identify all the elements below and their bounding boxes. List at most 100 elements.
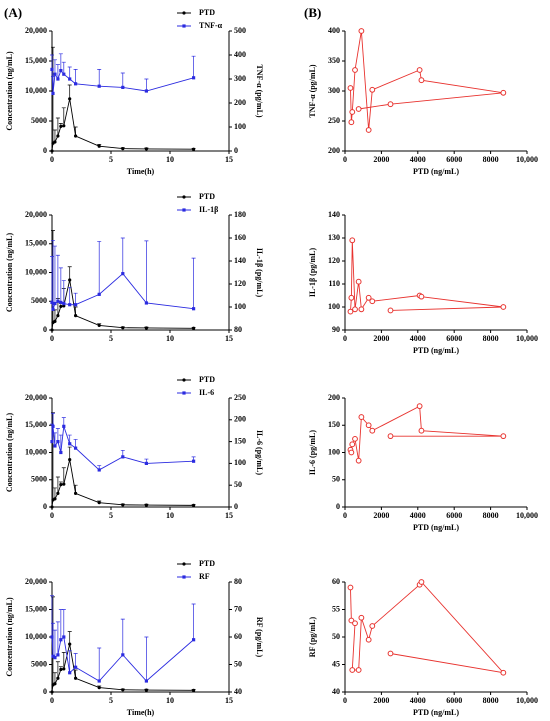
x-tick-label: 0 xyxy=(343,155,347,164)
marker xyxy=(51,654,55,658)
error-bar xyxy=(52,487,57,499)
series-line xyxy=(51,98,194,152)
legend-label: PTD xyxy=(199,192,215,201)
marker xyxy=(144,461,148,465)
x-tick-label: 10,000 xyxy=(516,511,538,520)
marker xyxy=(53,140,57,144)
x-tick-label: 2000 xyxy=(373,334,389,343)
point xyxy=(387,650,394,657)
marker xyxy=(62,124,66,128)
marker xyxy=(53,444,57,448)
marker xyxy=(97,468,101,472)
x-tick-label: 5 xyxy=(109,334,113,343)
point xyxy=(347,584,354,591)
legend-marker xyxy=(182,11,186,15)
point xyxy=(418,293,425,300)
x-tick-label: 10,000 xyxy=(516,334,538,343)
x-tick-label: 10 xyxy=(166,334,174,343)
error-bar xyxy=(120,72,125,88)
error-bar xyxy=(191,603,196,640)
marker xyxy=(144,326,148,330)
error-bar xyxy=(58,609,63,640)
y2-tick-label: 120 xyxy=(234,279,246,288)
legend-label: IL-6 xyxy=(199,388,214,397)
error-bar xyxy=(61,280,66,304)
x-tick-label: 5 xyxy=(109,696,113,705)
y-tick-label: 5000 xyxy=(31,659,47,668)
y2-tick-label: 0 xyxy=(234,146,238,155)
marker xyxy=(192,147,196,151)
marker xyxy=(62,72,66,76)
error-bar xyxy=(120,237,125,274)
y-axis-title: Concentration (ng/mL) xyxy=(5,51,14,131)
point xyxy=(348,449,355,456)
marker xyxy=(97,501,101,505)
series-line xyxy=(51,426,194,471)
y-tick-label: 0 xyxy=(43,502,47,511)
marker xyxy=(62,667,66,671)
marker xyxy=(121,455,125,459)
y-axis-title: Concentration (ng/mL) xyxy=(5,597,14,677)
legend-marker xyxy=(182,391,186,395)
legend-marker xyxy=(182,208,186,212)
point xyxy=(347,308,354,315)
marker xyxy=(97,686,101,690)
axis-line xyxy=(51,31,230,152)
point xyxy=(355,278,362,285)
y-tick-label: 350 xyxy=(328,56,340,65)
x-axis-title: Time(h) xyxy=(127,167,155,176)
legend-marker xyxy=(182,378,186,382)
error-bar xyxy=(61,107,66,126)
error-bar xyxy=(52,629,57,658)
y-tick-label: 20,000 xyxy=(25,577,47,586)
y-tick-label: 5000 xyxy=(31,296,47,305)
y-tick-label: 45 xyxy=(332,659,340,668)
y2-tick-label: 60 xyxy=(234,632,242,641)
x-tick-label: 4000 xyxy=(410,334,426,343)
marker xyxy=(53,656,57,660)
y-tick-label: 250 xyxy=(328,116,340,125)
marker xyxy=(192,503,196,507)
marker xyxy=(121,147,125,151)
point xyxy=(416,403,423,410)
y-tick-label: 15,000 xyxy=(25,420,47,429)
y-tick-label: 60 xyxy=(332,577,340,586)
point xyxy=(387,101,394,108)
point xyxy=(348,294,355,301)
marker xyxy=(59,638,63,642)
x-tick-label: 0 xyxy=(343,511,347,520)
marker xyxy=(53,319,57,323)
marker xyxy=(74,676,78,680)
error-bar xyxy=(67,631,72,645)
y-tick-label: 20,000 xyxy=(25,210,47,219)
x-tick-label: 6000 xyxy=(446,511,462,520)
marker xyxy=(74,491,78,495)
error-bar xyxy=(97,647,102,681)
y-axis-title: TNF-α (pg/mL) xyxy=(308,64,317,117)
error-bar xyxy=(50,239,55,310)
error-bar xyxy=(50,595,54,637)
y2-tick-label: 100 xyxy=(234,302,246,311)
point xyxy=(355,106,362,112)
x-axis-title: PTD (ng/mL) xyxy=(413,346,459,355)
marker xyxy=(68,77,72,81)
y-axis-title: IL-1β (pg/mL) xyxy=(308,248,317,298)
error-bar xyxy=(52,129,57,142)
marker xyxy=(50,67,54,71)
error-bar xyxy=(50,412,55,427)
y-tick-label: 5000 xyxy=(31,116,47,125)
point xyxy=(418,427,425,434)
x-tick-label: 10,000 xyxy=(516,696,538,705)
x-tick-label: 15 xyxy=(225,334,233,343)
connecting-line xyxy=(350,30,504,131)
marker xyxy=(97,323,101,327)
x-tick-label: 4000 xyxy=(410,696,426,705)
x-tick-label: 8000 xyxy=(483,334,499,343)
y-tick-label: 150 xyxy=(328,420,340,429)
point xyxy=(369,623,376,629)
marker xyxy=(74,446,78,450)
error-bar xyxy=(52,672,57,684)
marker xyxy=(144,679,148,683)
y-tick-label: 200 xyxy=(328,146,340,155)
error-bar xyxy=(67,66,72,79)
